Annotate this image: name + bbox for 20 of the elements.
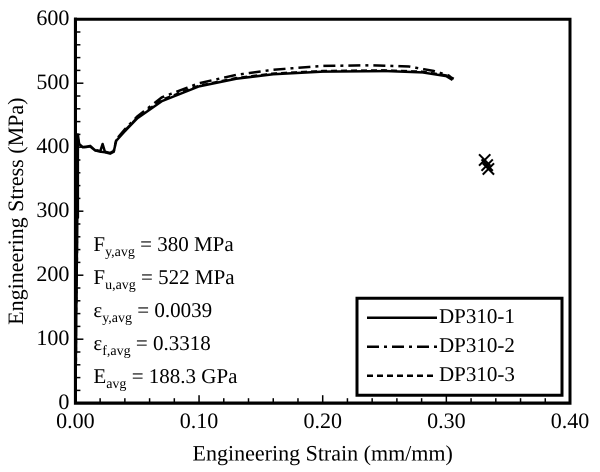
y-tick-label: 200 (36, 260, 70, 286)
y-tick-label: 600 (36, 4, 70, 30)
legend-label: DP310-3 (439, 362, 515, 386)
annotation: F$_{y,avg}$ = 380 MPa (93, 232, 235, 262)
legend-label: DP310-1 (439, 304, 515, 328)
x-tick-label: 0.10 (180, 408, 218, 434)
y-tick-label: 500 (36, 68, 70, 94)
annotation: ε$_{y,avg}$ = 0.0039 (93, 298, 214, 328)
annotation: E$_{avg}$ = 188.3 GPa (93, 364, 238, 395)
x-tick-label: 0.20 (303, 408, 342, 434)
legend-label: DP310-2 (439, 333, 515, 358)
y-axis-title: Engineering Stress (MPa) (2, 98, 28, 325)
x-axis-title: Engineering Strain (mm/mm) (192, 440, 453, 466)
x-tick-label: 0.30 (427, 408, 466, 434)
y-tick-label: 300 (36, 196, 70, 222)
annotation: F$_{u,avg}$ = 522 MPa (93, 264, 236, 295)
x-tick-label: 0.40 (550, 408, 590, 434)
y-tick-label: 400 (36, 132, 70, 158)
y-tick-label: 100 (36, 324, 70, 350)
annotation: ε$_{f,avg}$ = 0.3318 (93, 331, 212, 362)
